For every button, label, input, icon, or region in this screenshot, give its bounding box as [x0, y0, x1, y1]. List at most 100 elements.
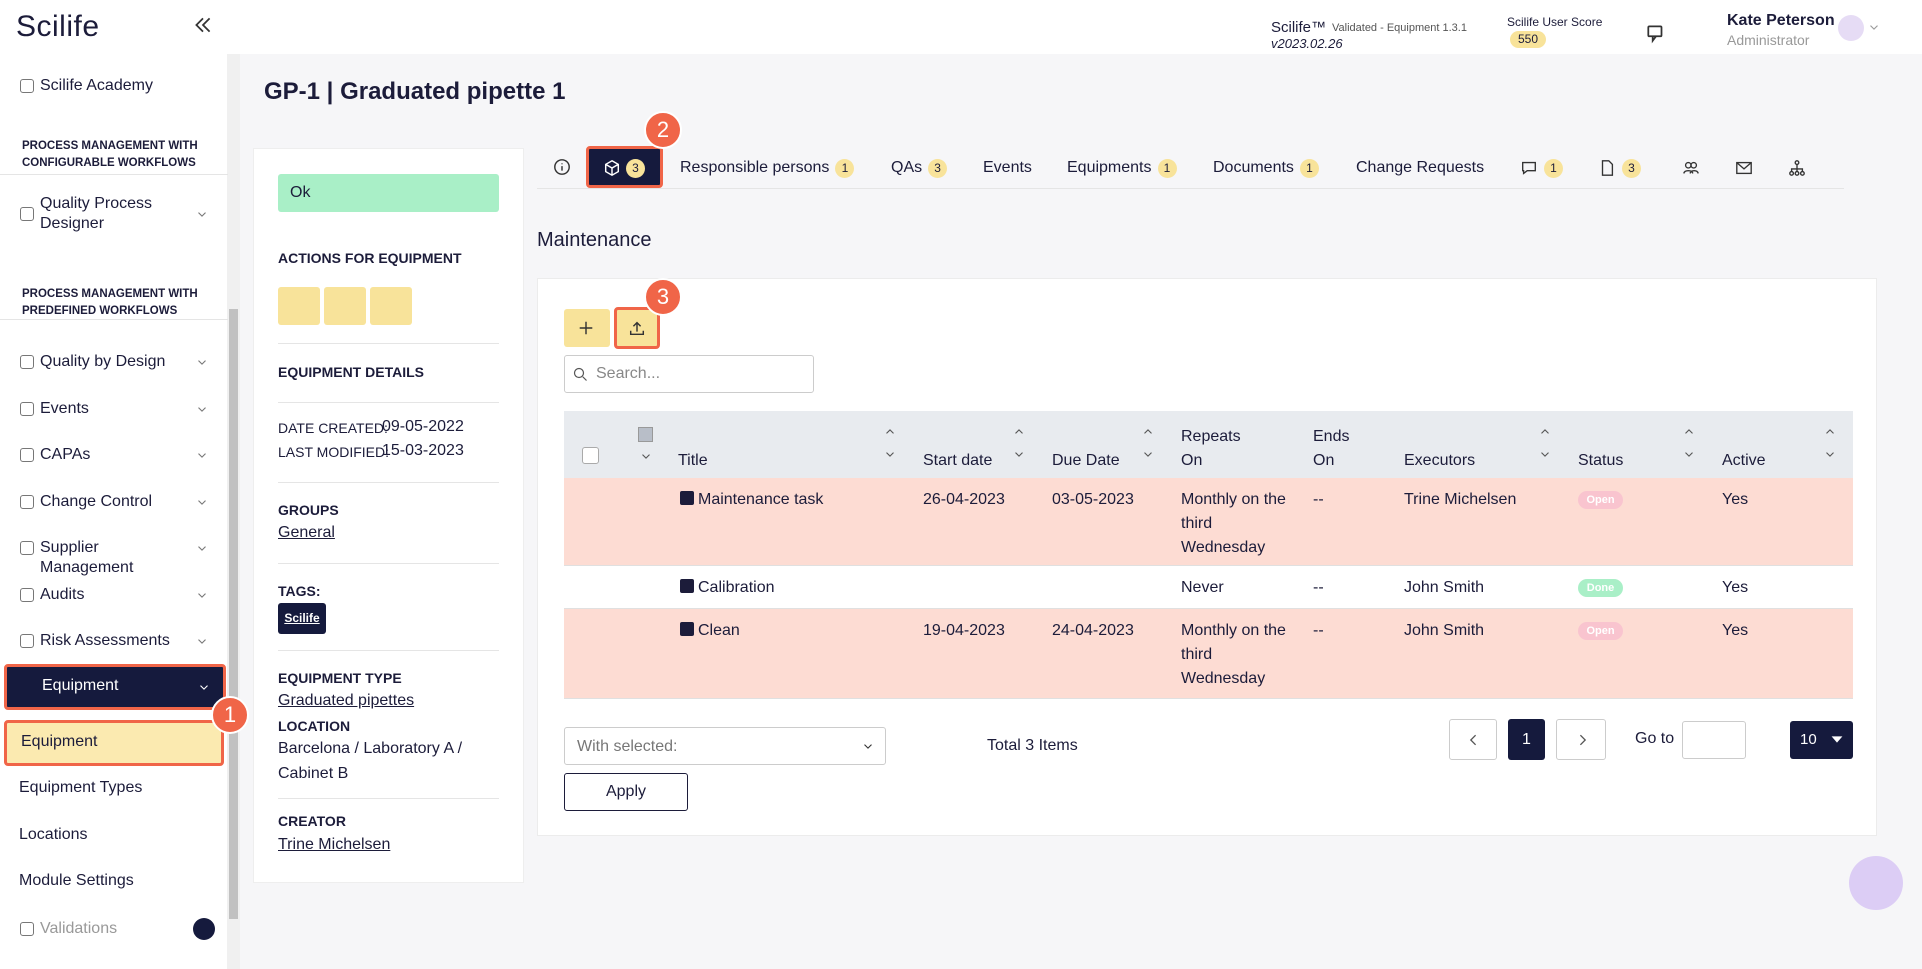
tab[interactable]: Change Requests — [1356, 156, 1484, 180]
search-input[interactable]: Search... — [564, 355, 814, 393]
expand-icon[interactable] — [680, 579, 694, 593]
nav-label[interactable]: Scilife Academy — [40, 77, 153, 94]
chat-icon-svg — [1647, 25, 1663, 44]
tab[interactable] — [1788, 156, 1806, 180]
cell: Trine Michelsen — [1404, 491, 1517, 508]
tab-count: 1 — [1157, 158, 1177, 178]
nav-label[interactable]: Supplier Management — [40, 539, 134, 576]
nav-sub[interactable]: Equipment Types — [19, 779, 143, 796]
nav-icon — [20, 922, 34, 936]
tab[interactable] — [1735, 156, 1753, 180]
cell: 26-04-2023 — [923, 491, 1005, 508]
current-page[interactable]: 1 — [1508, 719, 1545, 760]
chevron-down-svg — [864, 744, 872, 749]
nav-sub-active[interactable]: Equipment — [4, 720, 224, 766]
tab[interactable]: QAs 3 — [891, 156, 948, 180]
chevron-down — [197, 680, 211, 694]
tab-label: Equipments — [1067, 159, 1152, 176]
nav-label[interactable]: Audits — [40, 586, 85, 603]
avatar — [1838, 15, 1864, 41]
column-title: Active — [1722, 452, 1766, 469]
per-page-caret-svg — [1831, 736, 1843, 743]
expand-icon[interactable] — [680, 622, 694, 636]
tab-count: 3 — [1622, 158, 1641, 178]
chevron-down — [195, 402, 209, 416]
score-label: Scilife User Score — [1507, 15, 1603, 29]
cell: Yes — [1722, 579, 1749, 596]
nav-label[interactable]: Quality Process Designer — [40, 195, 153, 232]
column-title: Start date — [923, 452, 993, 469]
goto-input[interactable] — [1682, 721, 1746, 759]
per-page[interactable]: 10 — [1790, 721, 1853, 759]
help-button[interactable] — [1849, 856, 1903, 910]
cell: John Smith — [1404, 622, 1485, 639]
tab[interactable]: Events — [983, 156, 1032, 180]
header-checkbox[interactable] — [582, 447, 599, 464]
tab[interactable]: Documents 1 — [1213, 156, 1319, 180]
cell: -- — [1313, 491, 1324, 508]
nav-label[interactable]: Quality by Design — [40, 353, 166, 370]
table-row — [564, 566, 1853, 609]
chat-icon — [1645, 22, 1667, 44]
nav-item-active[interactable]: Equipment — [4, 664, 226, 710]
nav-sub[interactable]: Module Settings — [19, 872, 134, 889]
nav-label[interactable]: Validations — [40, 920, 118, 937]
tab-active[interactable]: 3 — [586, 146, 663, 188]
callout: 2 — [644, 111, 682, 149]
column-header: Due Date — [1052, 423, 1131, 473]
nav-label[interactable]: Risk Assessments — [40, 632, 170, 649]
column-title: Due Date — [1052, 452, 1120, 469]
collapse-svg — [195, 17, 211, 33]
cell: -- — [1313, 579, 1324, 596]
tab[interactable]: 3 — [1598, 156, 1641, 180]
expand-icon[interactable] — [680, 491, 694, 505]
nav-icon — [20, 207, 34, 221]
nav-icon — [20, 79, 34, 93]
tab[interactable]: Responsible persons 1 — [680, 156, 855, 180]
action-button[interactable] — [324, 287, 366, 325]
panel-text: LOCATION — [278, 718, 351, 734]
column-title: Title — [678, 452, 708, 469]
nav-label[interactable]: Events — [40, 400, 89, 417]
chevron-down — [1012, 447, 1026, 461]
apply-button[interactable]: Apply — [564, 773, 688, 811]
action-button[interactable] — [278, 287, 320, 325]
action-button[interactable] — [370, 287, 412, 325]
nav-label[interactable]: Change Control — [40, 493, 153, 510]
prev-page[interactable] — [1449, 719, 1497, 760]
tab-icon — [1520, 159, 1538, 177]
panel-text: Graduated pipettes — [278, 692, 415, 709]
product: Scilife™ — [1271, 19, 1327, 36]
next-icon — [1574, 732, 1590, 748]
info-tab — [553, 158, 571, 176]
cell: Monthly on the third Wednesday — [1181, 491, 1286, 556]
chevron-down-svg — [886, 452, 894, 457]
nav-label: Equipment — [21, 733, 98, 750]
chevron-down — [195, 588, 209, 602]
column-header: Ends On — [1313, 423, 1354, 473]
cell: Clean — [698, 622, 740, 639]
column-header: Title — [678, 423, 873, 473]
chevron-down-svg — [198, 212, 206, 217]
tab[interactable] — [1682, 156, 1700, 180]
user-name: Kate Peterson — [1727, 12, 1835, 29]
card: Search... Title Start date Due Date Repeats … — [537, 278, 1877, 836]
tab-count: 3 — [928, 158, 948, 178]
chevron-down-svg — [198, 407, 206, 412]
tab[interactable]: Equipments 1 — [1067, 156, 1177, 180]
with-selected[interactable]: With selected: — [564, 727, 886, 765]
chevron-down-svg — [1685, 452, 1693, 457]
detail-panel: Ok ACTIONS FOR EQUIPMENT EQUIPMENT DETAILS… — [253, 148, 524, 883]
with-selected-label: With selected: — [577, 738, 678, 755]
nav-icon — [20, 588, 34, 602]
nav-separator — [0, 174, 228, 175]
nav-sub[interactable]: Locations — [19, 826, 88, 843]
plus-icon — [577, 319, 595, 337]
chevron-down-svg — [1541, 452, 1549, 457]
nav-label[interactable]: CAPAs — [40, 446, 91, 463]
next-page[interactable] — [1556, 719, 1606, 760]
chevron-down-svg — [1826, 452, 1834, 457]
tab[interactable]: 1 — [1520, 156, 1563, 180]
chevron-up-svg — [1541, 429, 1549, 434]
column-title: Executors — [1404, 452, 1476, 469]
